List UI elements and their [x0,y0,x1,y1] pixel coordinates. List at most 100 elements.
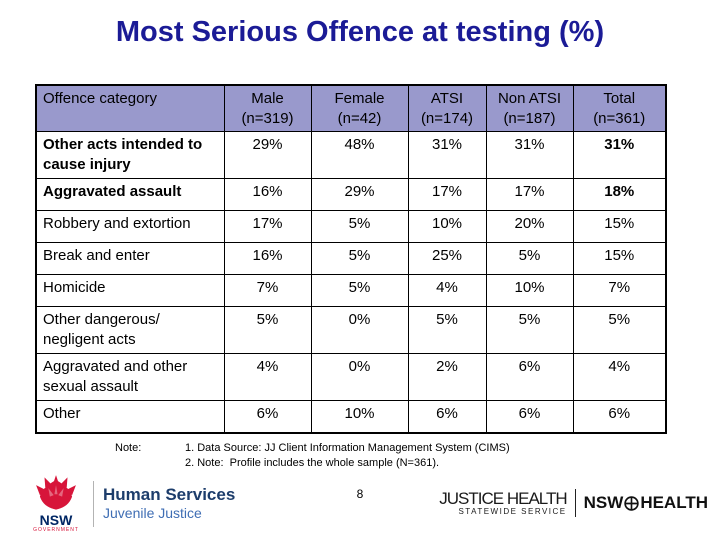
page-title: Most Serious Offence at testing (%) [115,16,605,48]
division-name: Juvenile Justice [103,504,202,521]
cell-female: 0% [310,306,409,354]
cell-male: 5% [223,306,312,354]
cell-non-atsi: 10% [485,274,574,307]
table-row: Aggravated assault 16% 29% 17% 17% 18% [35,178,667,211]
row-category: Aggravated and other sexual assault [35,353,225,401]
nsw-government-logo: NSW GOVERNMENT Human Services Juvenile J… [28,474,235,533]
cell-non-atsi: 20% [485,210,574,243]
table-row: Break and enter 16% 5% 25% 5% 15% [35,242,667,275]
justice-health-logo: JUSTICE HEALTH STATEWIDE SERVICE [439,488,567,517]
page-number: 8 [356,487,364,501]
column-header-label: Total [603,90,636,107]
cell-atsi: 25% [407,242,487,275]
cell-male: 7% [223,274,312,307]
footer-right-logos: JUSTICE HEALTH STATEWIDE SERVICE NSW HEA… [439,489,708,517]
column-header-sample-size: (n=187) [503,109,556,127]
note-line: 1. Data Source: JJ Client Information Ma… [185,442,510,454]
offence-table: Offence category Male (n=319) Female (n=42… [35,84,667,434]
nsw-health-right: HEALTH [640,493,708,512]
department-block: Human Services Juvenile Justice [103,485,235,521]
table-row: Other dangerous/ negligent acts 5% 0% 5%… [35,306,667,354]
cell-total: 6% [572,400,667,434]
column-header-female: Female (n=42) [310,84,409,132]
cell-non-atsi: 6% [485,400,574,434]
cell-total: 31% [572,131,667,179]
notes-block: Note: 1. Data Source: JJ Client Informat… [115,441,510,471]
note-line: 2. Note: Profile includes the whole samp… [185,456,440,469]
cell-atsi: 17% [407,178,487,211]
row-category: Homicide [35,274,225,307]
cell-non-atsi: 31% [485,131,574,179]
column-header-sample-size: (n=174) [420,109,474,127]
cell-atsi: 10% [407,210,487,243]
column-header-sample-size: (n=361) [593,109,646,127]
nsw-health-emblem-icon [623,495,640,511]
cell-non-atsi: 5% [485,306,574,354]
cell-total: 7% [572,274,667,307]
justice-health-tagline: STATEWIDE SERVICE [458,506,567,516]
cell-male: 16% [223,242,312,275]
column-header-label: Non ATSI [497,90,562,107]
table-row: Other 6% 10% 6% 6% 6% [35,400,667,434]
cell-total: 4% [572,353,667,401]
cell-non-atsi: 17% [485,178,574,211]
column-header-label: ATSI [430,90,464,107]
row-category: Other [35,400,225,434]
nsw-health-logo: NSW HEALTH [584,493,708,513]
logo-divider [574,489,576,517]
row-category: Other acts intended to cause injury [35,131,225,179]
nsw-acronym: NSW [39,512,73,528]
cell-non-atsi: 5% [485,242,574,275]
table-row: Robbery and extortion 17% 5% 10% 20% 15% [35,210,667,243]
cell-male: 29% [223,131,312,179]
cell-female: 5% [310,274,409,307]
cell-total: 5% [572,306,667,354]
column-header-label: Female [334,90,385,107]
row-category: Break and enter [35,242,225,275]
table-row: Aggravated and other sexual assault 4% 0… [35,353,667,401]
note-label: Note: [115,442,142,454]
column-header-label: Male [251,90,284,107]
table-row: Homicide 7% 5% 4% 10% 7% [35,274,667,307]
cell-female: 10% [310,400,409,434]
cell-female: 5% [310,242,409,275]
cell-female: 0% [310,353,409,401]
column-header-offence-category: Offence category [35,84,225,132]
justice-health-name: JUSTICE HEALTH [439,488,567,508]
column-header-male: Male (n=319) [223,84,312,132]
table-header-row: Offence category Male (n=319) Female (n=42… [35,84,667,132]
cell-total: 15% [572,242,667,275]
note-lines: 1. Data Source: JJ Client Information Ma… [185,441,510,471]
nsw-government-label: GOVERNMENT [33,527,79,533]
nsw-crest: NSW GOVERNMENT [28,474,84,533]
column-header-sample-size: (n=42) [337,109,382,127]
cell-male: 17% [223,210,312,243]
cell-male: 4% [223,353,312,401]
nsw-health-left: NSW [583,493,624,512]
cell-total: 18% [572,178,667,211]
column-header-label: Offence category [43,90,157,107]
cell-atsi: 5% [407,306,487,354]
row-category: Robbery and extortion [35,210,225,243]
column-header-atsi: ATSI (n=174) [407,84,487,132]
cell-atsi: 4% [407,274,487,307]
cell-atsi: 6% [407,400,487,434]
department-name: Human Services [103,485,236,505]
table-row: Other acts intended to cause injury 29% … [35,131,667,179]
cell-male: 16% [223,178,312,211]
cell-male: 6% [223,400,312,434]
column-header-sample-size: (n=319) [241,109,294,127]
cell-female: 48% [310,131,409,179]
cell-non-atsi: 6% [485,353,574,401]
column-header-non-atsi: Non ATSI (n=187) [485,84,574,132]
row-category: Other dangerous/ negligent acts [35,306,225,354]
cell-female: 5% [310,210,409,243]
waratah-icon [33,474,79,515]
logo-divider [93,480,94,527]
cell-atsi: 2% [407,353,487,401]
cell-atsi: 31% [407,131,487,179]
column-header-total: Total (n=361) [572,84,667,132]
cell-female: 29% [310,178,409,211]
cell-total: 15% [572,210,667,243]
